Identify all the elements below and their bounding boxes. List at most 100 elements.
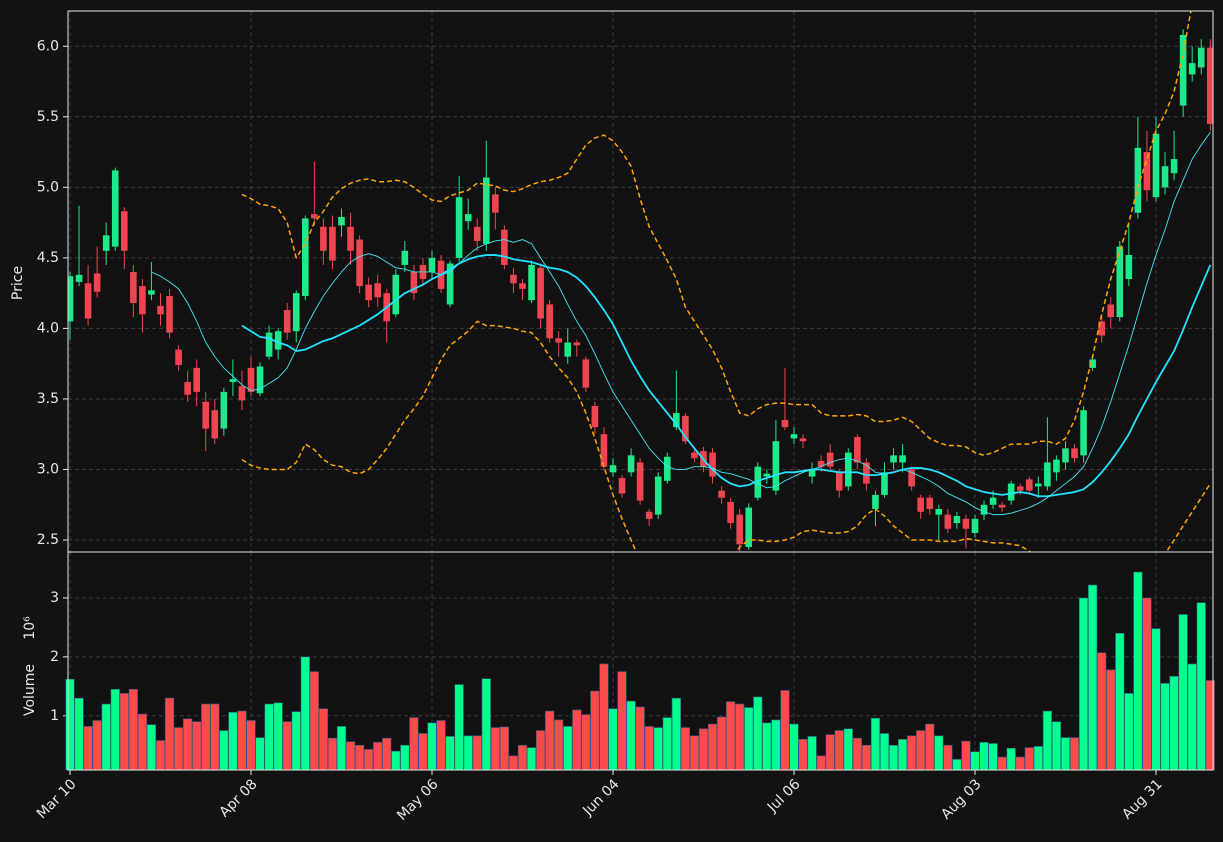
candle-body: [175, 349, 182, 366]
price-axis-label: Price: [10, 266, 26, 300]
volume-bar: [1187, 663, 1197, 771]
candle-body: [184, 382, 191, 395]
candle-body: [564, 342, 572, 357]
candle-body: [926, 497, 934, 509]
volume-bar: [716, 716, 727, 771]
volume-bar: [1033, 746, 1043, 771]
candle-body: [854, 437, 861, 463]
candle-body: [754, 466, 762, 498]
candle-body: [817, 461, 825, 467]
candle-body: [917, 497, 924, 512]
candle-body: [673, 413, 680, 428]
volume-bar: [400, 744, 410, 771]
candle-body: [75, 274, 83, 282]
candle-body: [763, 473, 771, 477]
volume-bar: [219, 730, 229, 771]
candle-body: [356, 239, 363, 287]
candle-body: [93, 273, 101, 292]
candle-body: [1053, 459, 1060, 473]
volume-bar: [590, 690, 600, 771]
volume-bar: [336, 726, 347, 771]
candle-body: [1080, 410, 1087, 456]
candle-body: [455, 197, 463, 258]
volume-bar: [74, 697, 84, 771]
volume-bar: [753, 696, 763, 771]
candle-body: [283, 310, 291, 333]
volume-bar: [418, 733, 428, 771]
volume-bar: [807, 736, 817, 771]
volume-bar: [689, 735, 700, 771]
candle-body: [347, 226, 354, 251]
candle-body: [872, 494, 879, 509]
candle-body: [238, 386, 246, 401]
volume-bar: [680, 727, 690, 771]
candle-body: [781, 420, 789, 428]
candle-body: [727, 501, 734, 524]
candle-body: [636, 462, 644, 501]
candle-body: [808, 469, 816, 477]
volume-bar: [1142, 597, 1152, 771]
volume-bar: [581, 714, 591, 771]
candle-body: [772, 441, 780, 491]
volume-bar: [1097, 652, 1107, 771]
volume-bar: [146, 724, 157, 771]
candle-body: [682, 415, 689, 442]
volume-bar: [961, 740, 971, 771]
candle-body: [935, 508, 943, 515]
volume-bar: [255, 737, 265, 771]
volume-bar: [979, 742, 989, 771]
volume-bar: [228, 711, 238, 771]
candle-body: [519, 283, 526, 289]
volume-bar: [925, 723, 935, 771]
volume-bar: [391, 750, 401, 771]
volume-bar: [490, 727, 500, 771]
volume-bar: [897, 739, 908, 771]
volume-bar: [843, 728, 853, 771]
candle-body: [329, 226, 336, 261]
volume-bar: [1169, 676, 1179, 771]
candle-body: [1044, 462, 1051, 487]
candle-body: [392, 274, 400, 315]
volume-bar: [934, 735, 944, 771]
volume-bar: [608, 708, 618, 771]
volume-bar: [671, 697, 681, 771]
y-tick-label: 2.5: [37, 532, 59, 548]
candle-body: [998, 504, 1006, 508]
volume-bar: [454, 684, 464, 771]
candle-body: [510, 274, 517, 284]
volume-tick-label: 1: [50, 708, 59, 724]
volume-bar: [246, 720, 256, 771]
volume-bar: [735, 703, 745, 771]
volume-axis-label: Volume: [22, 664, 38, 716]
volume-bar: [635, 706, 645, 771]
candle-body: [120, 211, 128, 251]
volume-bar: [273, 702, 283, 771]
candle-body: [863, 462, 870, 484]
volume-bar: [879, 733, 890, 771]
candle-body: [229, 379, 237, 383]
candle-body: [573, 342, 581, 346]
candle-body: [148, 290, 155, 295]
candle-body: [247, 367, 255, 392]
moving-average-line: [241, 254, 1212, 498]
candle-body: [256, 366, 264, 394]
volume-bar: [970, 751, 980, 771]
volume-bar: [1051, 721, 1062, 771]
candle-body: [464, 214, 472, 222]
volume-bar: [201, 703, 211, 771]
volume-bar: [345, 741, 356, 771]
candle-body: [1071, 448, 1078, 459]
candle-body: [944, 514, 952, 529]
volume-bar: [1133, 571, 1143, 771]
candle-body: [320, 226, 327, 251]
candle-body: [102, 235, 110, 251]
candle-body: [546, 304, 553, 339]
candle-body: [899, 455, 906, 463]
volume-bar: [1006, 747, 1016, 771]
volume-bar: [988, 743, 998, 771]
candle-body: [338, 216, 345, 226]
volume-bar: [861, 744, 871, 771]
volume-bar: [816, 755, 826, 771]
volume-bar: [327, 737, 338, 771]
volume-bar: [1124, 693, 1134, 771]
